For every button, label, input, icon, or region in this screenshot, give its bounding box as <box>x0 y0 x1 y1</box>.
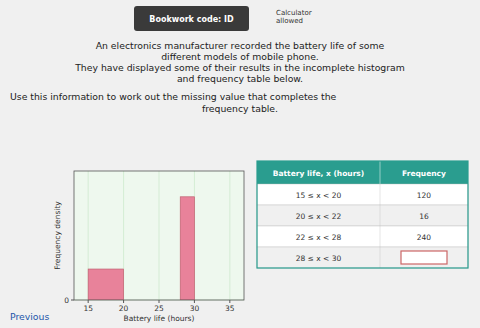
bookwork-code: Bookwork code: ID <box>149 15 234 24</box>
tick <box>71 300 74 301</box>
tick <box>88 300 89 303</box>
tick <box>123 300 124 303</box>
table-cell: 15 ≤ x < 20 <box>296 191 342 200</box>
table-divider <box>380 247 381 268</box>
y-axis-label: Frequency density <box>53 201 62 270</box>
table-cell: 120 <box>417 191 432 200</box>
title-line: different models of mobile phone. <box>161 51 319 62</box>
table-cell: 240 <box>417 233 432 242</box>
title-line: They have displayed some of their result… <box>74 62 405 73</box>
calculator-note: Calculatorallowed <box>276 9 312 25</box>
grid-line <box>159 171 160 300</box>
table-cell: 16 <box>419 212 429 221</box>
grid-line <box>229 171 230 300</box>
table-header <box>257 161 468 184</box>
title-line: and frequency table below. <box>177 73 303 84</box>
bookwork-box <box>134 6 249 31</box>
table-row <box>257 184 468 205</box>
plot-frame <box>74 171 244 300</box>
answer-box[interactable] <box>401 251 447 264</box>
plot-area <box>74 171 244 300</box>
tick-label: 30 <box>190 304 200 313</box>
tick <box>194 300 195 303</box>
table-cell: 28 ≤ x < 30 <box>296 254 342 263</box>
table-divider <box>380 226 381 247</box>
table-border <box>257 161 468 268</box>
table-divider <box>380 184 381 205</box>
tick-label: 20 <box>119 304 129 313</box>
tick <box>159 300 160 303</box>
table-cell: 20 ≤ x < 22 <box>296 212 342 221</box>
table-header-text: Frequency <box>402 169 446 178</box>
table-header-text: Battery life, x (hours) <box>273 169 364 178</box>
table-row <box>257 247 468 268</box>
tick-label: 35 <box>225 304 235 313</box>
histogram-bar <box>180 197 194 300</box>
title-line: An electronics manufacturer recorded the… <box>96 40 385 51</box>
table-divider <box>380 205 381 226</box>
tick <box>229 300 230 303</box>
tick-label: 0 <box>64 296 69 305</box>
instruction: frequency table. <box>202 103 278 114</box>
instruction: Use this information to work out the mis… <box>10 91 337 102</box>
table-divider <box>380 161 381 184</box>
previous-link[interactable]: Previous <box>10 311 49 322</box>
table-row <box>257 226 468 247</box>
tick-label: 15 <box>83 304 93 313</box>
table-row <box>257 205 468 226</box>
table-cell: 22 ≤ x < 28 <box>296 233 342 242</box>
histogram-bar <box>88 269 123 300</box>
tick-label: 25 <box>154 304 164 313</box>
x-axis-label: Battery life (hours) <box>124 314 195 323</box>
